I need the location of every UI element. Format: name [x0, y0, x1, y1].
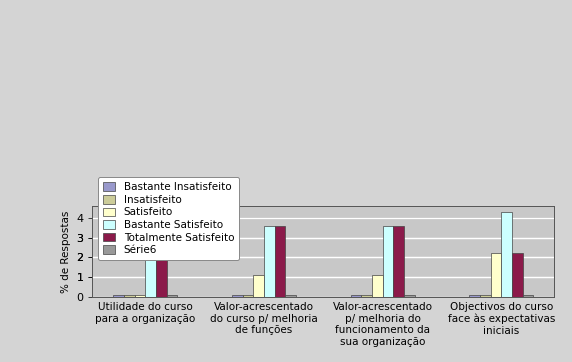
Bar	[404, 295, 415, 296]
Legend: Bastante Insatisfeito, Insatisfeito, Satisfeito, Bastante Satisfeito, Totalmente: Bastante Insatisfeito, Insatisfeito, Sat…	[98, 177, 240, 261]
Bar	[285, 295, 296, 296]
Bar	[253, 275, 264, 296]
Bar	[469, 295, 480, 296]
Bar	[523, 295, 533, 296]
Bar	[501, 212, 512, 296]
Bar	[124, 295, 135, 296]
Bar	[372, 275, 383, 296]
Bar	[232, 295, 243, 296]
Bar	[491, 253, 501, 296]
Bar	[351, 295, 362, 296]
Bar	[512, 253, 523, 296]
Bar	[167, 295, 177, 296]
Bar	[145, 210, 156, 296]
Bar	[264, 226, 275, 296]
Y-axis label: % de Respostas: % de Respostas	[61, 210, 71, 292]
Bar	[113, 295, 124, 296]
Bar	[362, 295, 372, 296]
Bar	[275, 226, 285, 296]
Bar	[480, 295, 491, 296]
Bar	[383, 226, 394, 296]
Bar	[156, 228, 167, 296]
Bar	[243, 295, 253, 296]
Bar	[394, 226, 404, 296]
Bar	[135, 295, 145, 296]
